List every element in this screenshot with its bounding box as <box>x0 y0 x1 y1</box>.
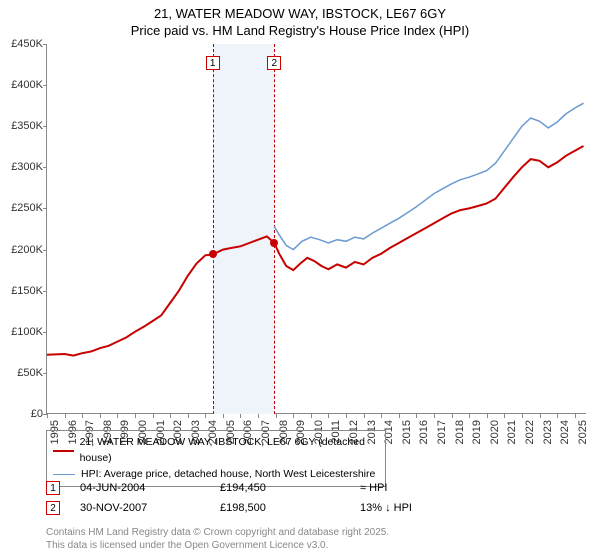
footer: Contains HM Land Registry data © Crown c… <box>46 526 389 552</box>
y-tick-label: £100K <box>3 326 43 338</box>
x-tick-label: 2023 <box>542 420 554 450</box>
series-price_paid <box>47 146 584 356</box>
legend-label: 21, WATER MEADOW WAY, IBSTOCK, LE67 6GY … <box>80 435 379 467</box>
y-tick-label: £50K <box>3 367 43 379</box>
legend-swatch <box>53 450 74 452</box>
sale-delta: ≈ HPI <box>360 482 500 494</box>
y-tick-label: £450K <box>3 38 43 50</box>
footer-line1: Contains HM Land Registry data © Crown c… <box>46 527 389 538</box>
series-hpi <box>274 103 583 249</box>
y-tick-label: £300K <box>3 161 43 173</box>
x-tick-label: 2017 <box>436 420 448 450</box>
sale-price: £194,450 <box>220 482 360 494</box>
x-tick-label: 2019 <box>471 420 483 450</box>
chart-title: 21, WATER MEADOW WAY, IBSTOCK, LE67 6GY … <box>0 0 600 40</box>
x-tick-label: 2015 <box>401 420 413 450</box>
chart: £0£50K£100K£150K£200K£250K£300K£350K£400… <box>46 44 586 414</box>
legend-swatch <box>53 474 75 475</box>
row-marker: 2 <box>46 501 60 515</box>
x-tick-label: 2025 <box>577 420 589 450</box>
x-tick-label: 2020 <box>489 420 501 450</box>
row-marker: 1 <box>46 481 60 495</box>
y-tick-label: £150K <box>3 285 43 297</box>
x-tick-label: 2024 <box>559 420 571 450</box>
y-tick-label: £350K <box>3 120 43 132</box>
series-svg <box>47 44 587 414</box>
table-row: 2 30-NOV-2007£198,50013% ↓ HPI <box>46 498 586 518</box>
y-tick-label: £400K <box>3 79 43 91</box>
footer-line2: This data is licensed under the Open Gov… <box>46 540 328 551</box>
title-line2: Price paid vs. HM Land Registry's House … <box>131 23 469 38</box>
plot-area: £0£50K£100K£150K£200K£250K£300K£350K£400… <box>46 44 586 414</box>
sale-delta: 13% ↓ HPI <box>360 502 500 514</box>
x-tick-label: 2022 <box>524 420 536 450</box>
sale-price: £198,500 <box>220 502 360 514</box>
y-tick-label: £0 <box>3 408 43 420</box>
sale-date: 30-NOV-2007 <box>80 502 220 514</box>
y-tick-label: £200K <box>3 244 43 256</box>
x-tick-label: 2016 <box>418 420 430 450</box>
sale-date: 04-JUN-2004 <box>80 482 220 494</box>
table-row: 1 04-JUN-2004£194,450≈ HPI <box>46 478 586 498</box>
legend-item: 21, WATER MEADOW WAY, IBSTOCK, LE67 6GY … <box>53 435 379 467</box>
title-line1: 21, WATER MEADOW WAY, IBSTOCK, LE67 6GY <box>154 6 446 21</box>
x-tick-label: 2018 <box>454 420 466 450</box>
y-tick-label: £250K <box>3 202 43 214</box>
sales-table: 1 04-JUN-2004£194,450≈ HPI 2 30-NOV-2007£19… <box>46 478 586 518</box>
x-tick-label: 2021 <box>506 420 518 450</box>
